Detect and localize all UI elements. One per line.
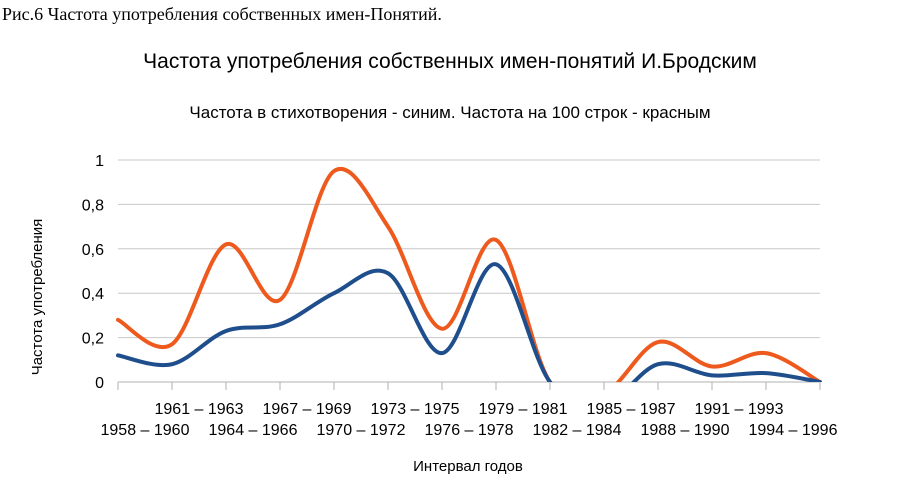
x-tick-label: 1961 – 1963 [155,401,244,418]
y-tick-label: 0,2 [82,331,104,348]
y-tick-labels: 0 0,2 0,4 0,6 0,8 1 [82,153,104,392]
chart-title: Частота употребления собственных имен-по… [143,50,757,73]
y-tick-label: 0,8 [82,197,104,214]
chart-subtitle: Частота в стихотворения - синим. Частота… [189,103,711,122]
x-tick-label: 1976 – 1978 [425,422,514,439]
x-tick-label: 1973 – 1975 [371,401,460,418]
x-tick-label: 1970 – 1972 [317,422,406,439]
y-tick-label: 1 [95,153,104,170]
figure-caption: Рис.6 Частота употребления собственных и… [2,4,442,24]
x-tick-label: 1958 – 1960 [101,422,190,439]
x-tick-label: 1964 – 1966 [209,422,298,439]
x-tick-label: 1994 – 1996 [749,422,838,439]
x-tick-label: 1979 – 1981 [479,401,568,418]
y-tick-label: 0 [95,375,104,392]
series-line-per-poem [116,262,822,382]
series-line-per-100-lines [116,166,822,382]
grid-lines [118,159,820,339]
axes [117,381,821,390]
x-tick-label: 1982 – 1984 [533,422,622,439]
x-tick-label: 1991 – 1993 [695,401,784,418]
x-tick-label: 1985 – 1987 [587,401,676,418]
y-axis-label: Частота употребления [29,219,46,376]
x-tick-labels: 1958 – 1960 1961 – 1963 1964 – 1966 1967 – … [101,401,838,439]
y-tick-label: 0,6 [82,242,104,259]
x-tick-label: 1988 – 1990 [641,422,730,439]
y-tick-label: 0,4 [82,286,104,303]
x-tick-label: 1967 – 1969 [263,401,352,418]
x-axis-label: Интервал годов [413,458,523,475]
series-lines [116,166,822,382]
